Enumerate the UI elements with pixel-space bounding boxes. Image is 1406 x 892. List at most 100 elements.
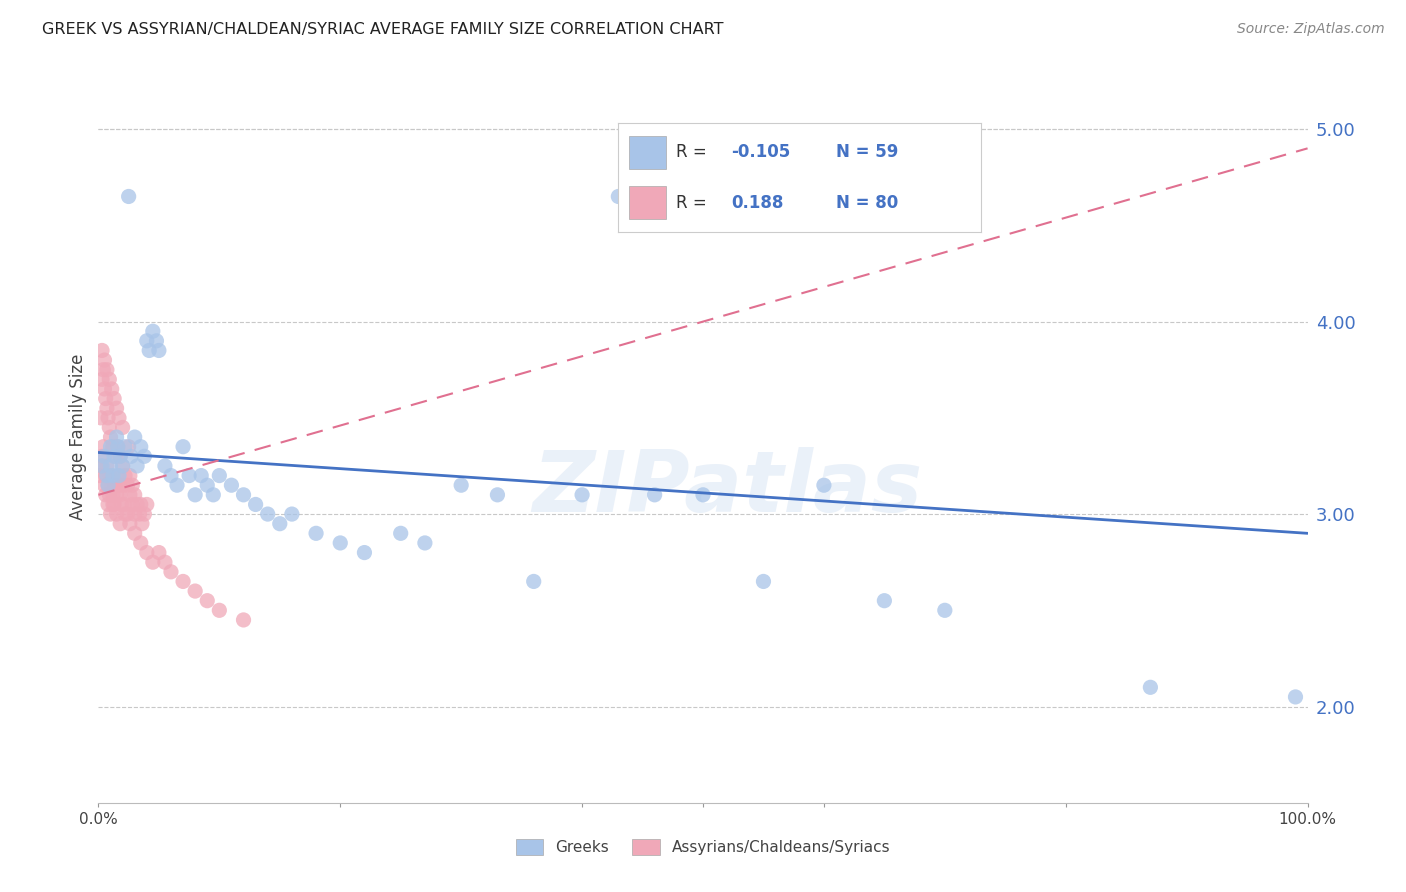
- Y-axis label: Average Family Size: Average Family Size: [69, 354, 87, 520]
- Point: [100, 430, 122, 444]
- Point: [232, 613, 254, 627]
- Point: [91, 450, 114, 464]
- Point: [105, 507, 128, 521]
- Point: [127, 458, 149, 473]
- Point: [118, 468, 141, 483]
- Point: [104, 450, 127, 464]
- Point: [100, 382, 122, 396]
- Point: [644, 488, 666, 502]
- Point: [118, 516, 141, 531]
- Point: [523, 574, 546, 589]
- Point: [108, 468, 131, 483]
- Point: [111, 420, 134, 434]
- Point: [111, 478, 134, 492]
- Point: [110, 498, 132, 512]
- Point: [120, 450, 142, 464]
- Point: [105, 488, 128, 502]
- Point: [752, 574, 775, 589]
- Point: [108, 450, 131, 464]
- Point: [202, 488, 225, 502]
- Point: [94, 468, 117, 483]
- Point: [94, 392, 117, 406]
- Point: [184, 584, 207, 599]
- Point: [94, 488, 117, 502]
- Point: [101, 468, 124, 483]
- Point: [208, 468, 231, 483]
- Point: [124, 507, 146, 521]
- Point: [329, 536, 352, 550]
- Point: [135, 334, 157, 348]
- Point: [117, 478, 139, 492]
- Point: [91, 372, 114, 386]
- Point: [98, 420, 121, 434]
- Point: [131, 516, 153, 531]
- Point: [208, 603, 231, 617]
- Point: [305, 526, 328, 541]
- Point: [105, 430, 128, 444]
- Point: [172, 574, 194, 589]
- Point: [114, 440, 136, 454]
- Point: [100, 468, 122, 483]
- Point: [91, 440, 114, 454]
- Point: [118, 488, 141, 502]
- Point: [108, 488, 131, 502]
- Point: [172, 440, 194, 454]
- Point: [256, 507, 278, 521]
- Point: [93, 450, 115, 464]
- Point: [124, 430, 146, 444]
- Point: [153, 458, 176, 473]
- Point: [607, 189, 630, 203]
- Point: [232, 488, 254, 502]
- Point: [117, 507, 139, 521]
- Point: [93, 353, 115, 368]
- Point: [108, 450, 131, 464]
- Point: [221, 478, 243, 492]
- Point: [1139, 681, 1161, 695]
- Point: [486, 488, 509, 502]
- Point: [269, 516, 291, 531]
- Point: [134, 450, 156, 464]
- Point: [281, 507, 304, 521]
- Point: [97, 478, 120, 492]
- Point: [93, 478, 115, 492]
- Point: [353, 545, 375, 559]
- Point: [1284, 690, 1306, 704]
- Point: [97, 478, 120, 492]
- Point: [98, 372, 121, 386]
- Point: [118, 440, 141, 454]
- Point: [105, 401, 128, 416]
- Point: [160, 565, 183, 579]
- Point: [96, 468, 118, 483]
- Point: [89, 468, 111, 483]
- Point: [100, 458, 122, 473]
- Point: [138, 343, 160, 358]
- Point: [142, 324, 165, 338]
- Point: [111, 458, 134, 473]
- Point: [121, 498, 143, 512]
- Point: [101, 498, 124, 512]
- Point: [96, 362, 118, 376]
- Point: [873, 593, 896, 607]
- Point: [96, 401, 118, 416]
- Point: [571, 488, 593, 502]
- Point: [184, 488, 207, 502]
- Point: [129, 536, 152, 550]
- Point: [108, 478, 131, 492]
- Text: GREEK VS ASSYRIAN/CHALDEAN/SYRIAC AVERAGE FAMILY SIZE CORRELATION CHART: GREEK VS ASSYRIAN/CHALDEAN/SYRIAC AVERAG…: [42, 22, 724, 37]
- Point: [114, 507, 136, 521]
- Point: [103, 450, 125, 464]
- Point: [101, 488, 124, 502]
- Point: [111, 458, 134, 473]
- Point: [160, 468, 183, 483]
- Point: [389, 526, 412, 541]
- Point: [166, 478, 188, 492]
- Point: [100, 440, 122, 454]
- Point: [450, 478, 472, 492]
- Point: [148, 545, 170, 559]
- Point: [97, 410, 120, 425]
- Text: ZIPatlas: ZIPatlas: [531, 447, 922, 530]
- Point: [114, 498, 136, 512]
- Legend: Greeks, Assyrians/Chaldeans/Syriacs: Greeks, Assyrians/Chaldeans/Syriacs: [509, 833, 897, 861]
- Point: [190, 468, 212, 483]
- Point: [104, 478, 127, 492]
